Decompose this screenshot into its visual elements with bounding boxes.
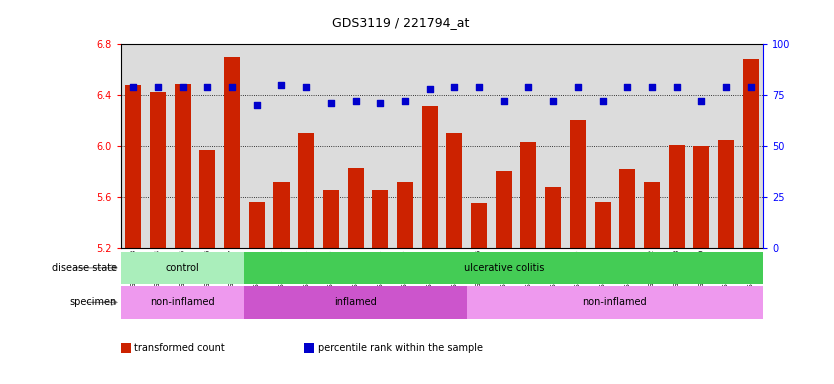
Bar [495, 171, 512, 248]
Point [646, 84, 659, 90]
Point [299, 84, 313, 90]
Point [571, 84, 585, 90]
Bar [718, 139, 734, 248]
Text: disease state: disease state [52, 263, 117, 273]
Text: ulcerative colitis: ulcerative colitis [464, 263, 544, 273]
Bar [669, 145, 685, 248]
Bar [644, 182, 660, 248]
Text: inflamed: inflamed [334, 297, 377, 308]
Bar [244, 286, 467, 319]
Point [324, 100, 338, 106]
Bar [595, 202, 610, 248]
Point [720, 84, 733, 90]
Point [176, 84, 189, 90]
Point [546, 98, 560, 104]
Bar [743, 60, 759, 248]
Bar [545, 187, 561, 248]
Point [595, 98, 609, 104]
Bar [174, 84, 191, 248]
Point [620, 84, 634, 90]
Bar [467, 286, 763, 319]
Text: GDS3119 / 221794_at: GDS3119 / 221794_at [332, 16, 469, 29]
Bar [323, 190, 339, 248]
Text: transformed count: transformed count [134, 343, 225, 353]
Point [127, 84, 140, 90]
Bar [224, 57, 240, 248]
Bar [249, 202, 265, 248]
Bar [446, 133, 462, 248]
Point [695, 98, 708, 104]
Point [522, 84, 535, 90]
Bar [348, 167, 364, 248]
Bar [150, 93, 166, 248]
Bar [520, 142, 536, 248]
Bar [471, 203, 487, 248]
Bar [693, 146, 710, 248]
Bar [121, 286, 244, 319]
Point [374, 100, 387, 106]
Bar [422, 106, 438, 248]
Point [275, 82, 289, 88]
Point [201, 84, 214, 90]
Text: control: control [166, 263, 199, 273]
Bar [570, 121, 586, 248]
Point [497, 98, 510, 104]
Bar [619, 169, 636, 248]
Point [423, 86, 436, 92]
Bar [372, 190, 389, 248]
Point [349, 98, 362, 104]
Point [225, 84, 239, 90]
Point [399, 98, 412, 104]
Point [448, 84, 461, 90]
Bar [125, 85, 141, 248]
Text: non-inflamed: non-inflamed [583, 297, 647, 308]
Point [744, 84, 757, 90]
Point [250, 102, 264, 108]
Bar [274, 182, 289, 248]
Bar [244, 252, 763, 284]
Text: non-inflamed: non-inflamed [150, 297, 215, 308]
Bar [298, 133, 314, 248]
Text: specimen: specimen [69, 297, 117, 308]
Bar [121, 252, 244, 284]
Text: percentile rank within the sample: percentile rank within the sample [318, 343, 483, 353]
Point [472, 84, 485, 90]
Point [151, 84, 164, 90]
Bar [199, 150, 215, 248]
Bar [397, 182, 413, 248]
Point [670, 84, 683, 90]
